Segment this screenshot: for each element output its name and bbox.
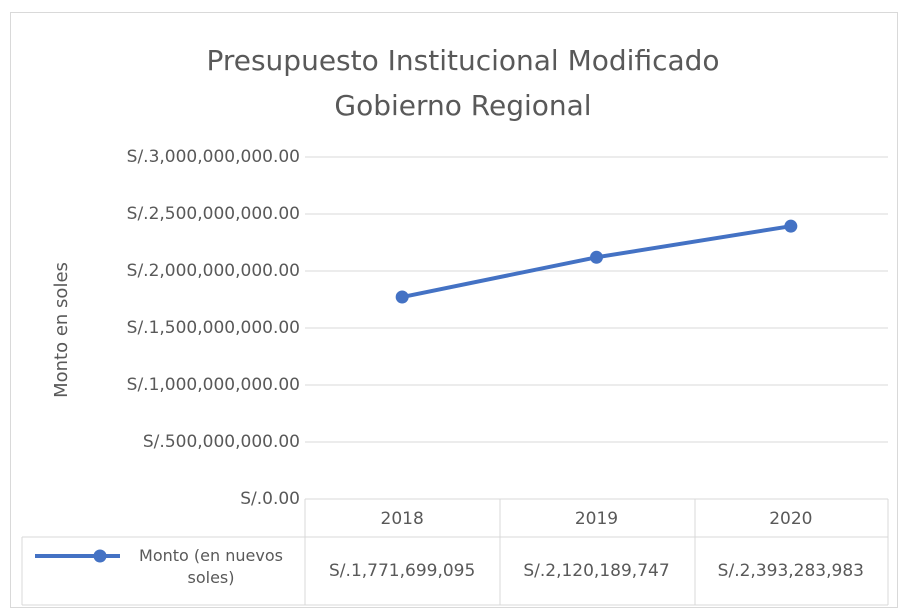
x-tick-label: 2019 xyxy=(575,509,618,529)
y-tick-label: S/.3,000,000,000.00 xyxy=(127,147,300,167)
legend-marker xyxy=(93,549,107,563)
y-tick-label: S/.0.00 xyxy=(240,489,300,509)
data-point xyxy=(395,290,409,304)
y-tick-label: S/.2,500,000,000.00 xyxy=(127,204,300,224)
table-value: S/.2,120,189,747 xyxy=(523,561,669,581)
y-tick-label: S/.500,000,000.00 xyxy=(143,432,300,452)
data-point xyxy=(784,219,798,233)
y-tick-label: S/.1,000,000,000.00 xyxy=(127,375,300,395)
table-value: S/.1,771,699,095 xyxy=(329,561,475,581)
chart-title: Gobierno Regional xyxy=(334,89,591,122)
table-value: S/.2,393,283,983 xyxy=(718,561,864,581)
x-tick-label: 2018 xyxy=(381,509,424,529)
chart-border xyxy=(10,12,898,608)
y-axis-label: Monto en soles xyxy=(51,262,72,398)
chart-title: Presupuesto Institucional Modificado xyxy=(206,44,719,77)
y-tick-label: S/.2,000,000,000.00 xyxy=(127,261,300,281)
x-tick-label: 2020 xyxy=(769,509,812,529)
data-table xyxy=(21,499,889,606)
legend-label-box: Monto (en nuevos soles) xyxy=(139,546,283,587)
legend-label: Monto (en nuevos soles) xyxy=(139,546,283,587)
y-tick-label: S/.1,500,000,000.00 xyxy=(127,318,300,338)
data-point xyxy=(590,250,603,264)
